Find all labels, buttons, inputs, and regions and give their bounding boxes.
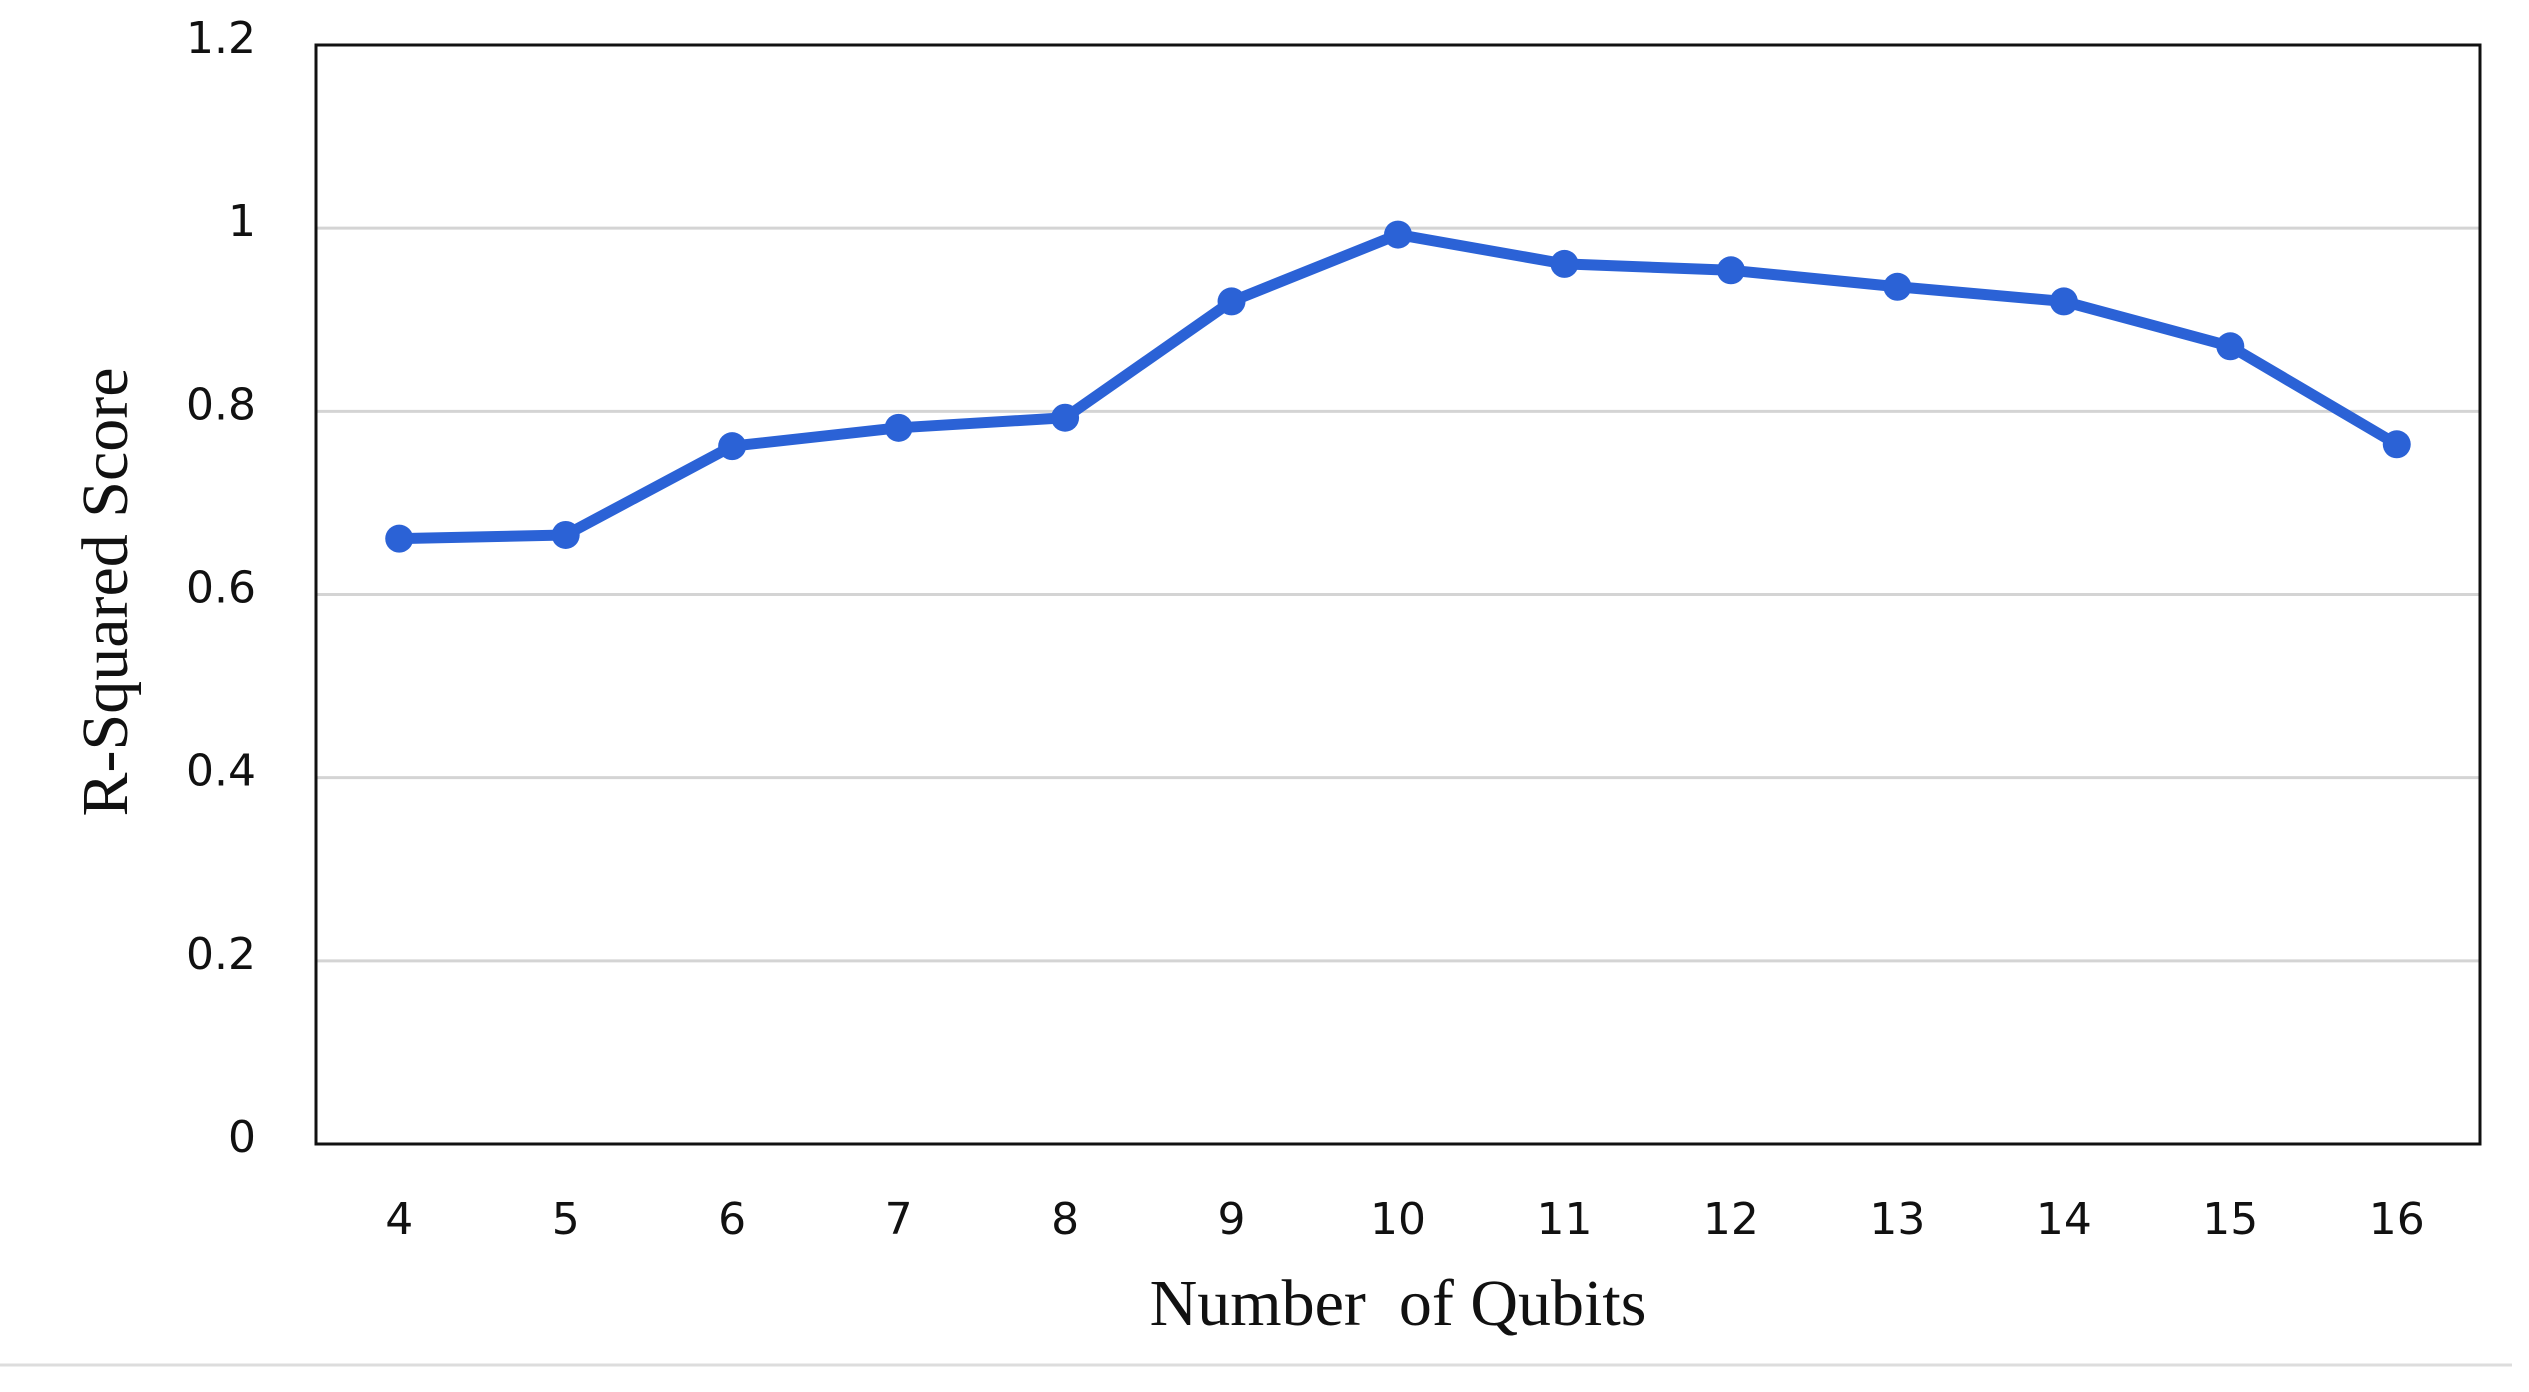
marker [1550, 249, 1579, 278]
x-tick-label: 4 [385, 1194, 413, 1245]
marker [1217, 287, 1246, 316]
x-tick-label: 8 [1051, 1194, 1079, 1245]
marker [2049, 287, 2078, 316]
marker [1883, 272, 1912, 301]
x-tick-label: 5 [552, 1194, 580, 1245]
y-tick-label: 1 [228, 196, 256, 247]
y-tick-label: 0.6 [186, 563, 256, 614]
y-tick-label: 0 [228, 1112, 256, 1163]
marker [718, 432, 747, 461]
x-tick-label: 14 [2036, 1194, 2092, 1245]
marker [1384, 220, 1412, 249]
x-tick-label: 10 [1370, 1194, 1426, 1245]
x-tick-label: 7 [885, 1194, 913, 1245]
marker [884, 413, 913, 442]
x-tick-label: 11 [1536, 1194, 1592, 1245]
x-tick-label: 9 [1218, 1194, 1246, 1245]
y-tick-label: 0.4 [186, 746, 256, 797]
x-tick-label: 13 [1869, 1194, 1925, 1245]
x-tick-label: 16 [2369, 1194, 2425, 1245]
y-tick-label: 0.2 [186, 929, 256, 980]
x-tick-label: 12 [1703, 1194, 1759, 1245]
marker [551, 520, 580, 549]
x-tick-label: 15 [2202, 1194, 2258, 1245]
y-axis-label: R-Squared Score [69, 367, 142, 816]
marker [2382, 430, 2411, 459]
marker [1051, 403, 1080, 432]
x-axis-label: Number of Qubits [1150, 1267, 1647, 1340]
y-tick-label: 0.8 [186, 379, 256, 430]
marker [2216, 332, 2245, 361]
plot-frame [314, 43, 2482, 1146]
marker [385, 524, 414, 553]
y-tick-label: 1.2 [186, 13, 256, 64]
marker [1716, 256, 1745, 285]
x-tick-label: 6 [718, 1194, 746, 1245]
